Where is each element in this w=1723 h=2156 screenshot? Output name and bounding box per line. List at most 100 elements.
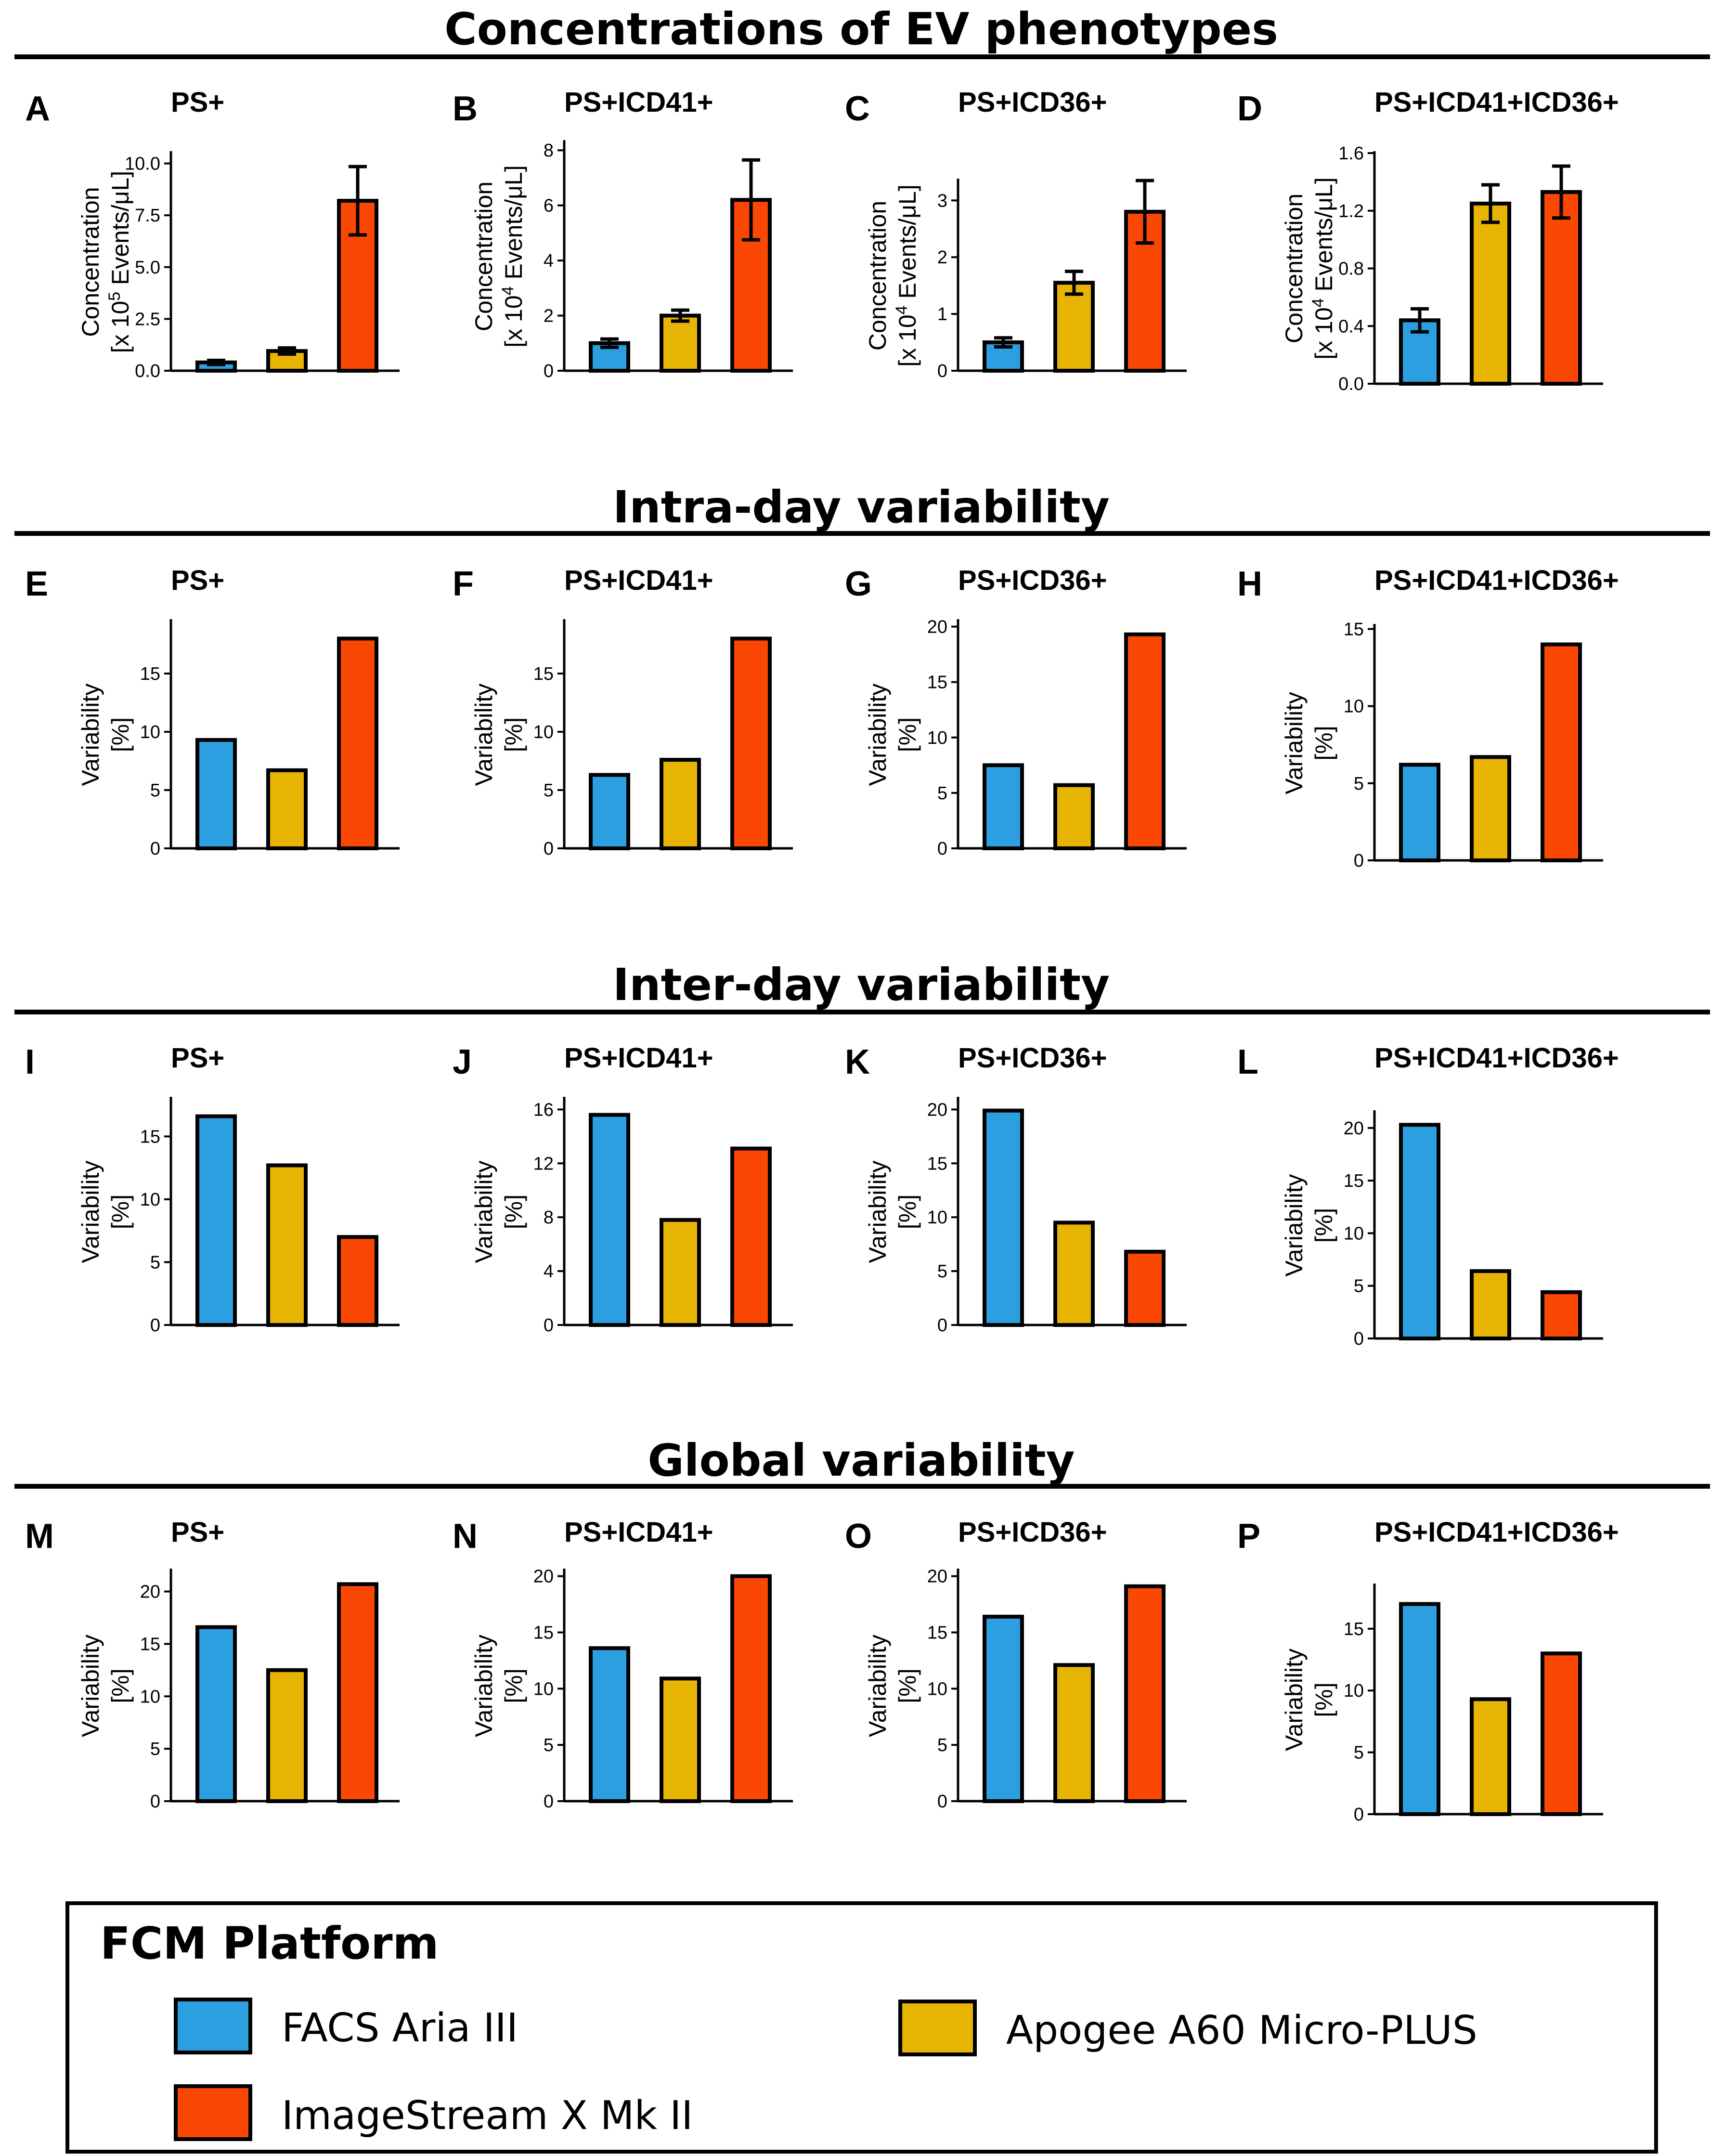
y-tick-label: 0 [937, 1315, 947, 1336]
y-axis-label: Variability [%] [77, 683, 134, 786]
y-tick-label: 0.8 [1338, 259, 1364, 279]
y-tick-label: 0.0 [1338, 374, 1364, 394]
bar-apogee-a60-micro-plus [266, 1163, 308, 1327]
y-tick-label: 6 [544, 196, 554, 216]
section-title-global: Global variability [648, 1435, 1075, 1486]
bar-facs-aria-iii [195, 1114, 237, 1327]
y-axis-label-line1: Variability [77, 1160, 104, 1263]
y-axis-label-line1: Variability [864, 1635, 891, 1737]
y-tick-label: 10 [533, 1679, 554, 1699]
y-axis-label: Variability [%] [77, 1160, 134, 1263]
panel-title: PS+ICD41+ [564, 1042, 713, 1074]
y-axis-label-exponent: 4 [499, 286, 517, 295]
y-tick-label: 5 [544, 1735, 554, 1755]
y-tick-label: 8 [544, 141, 554, 161]
y-tick-label: 20 [927, 1100, 947, 1120]
bar-apogee-a60-micro-plus [1470, 201, 1511, 386]
legend-label-imagestream: ImageStream X Mk II [282, 2093, 693, 2139]
panel-title: PS+ICD41+ICD36+ [1374, 1517, 1619, 1548]
y-axis-label-line2: [%] [500, 1668, 527, 1703]
chart-panel-n: N PS+ICD41+ 0 5 10 15 20 Variability [%] [453, 1517, 793, 1812]
y-tick-label: 20 [533, 1567, 554, 1587]
legend-swatch-apogee [898, 2000, 977, 2056]
y-axis-label-line1: Variability [470, 1635, 497, 1737]
y-tick-label: 10 [533, 722, 554, 742]
y-axis-label: Variability [%] [1281, 692, 1337, 794]
bar-apogee-a60-micro-plus [660, 313, 701, 373]
bar-apogee-a60-micro-plus [660, 1676, 701, 1804]
section-title-concentrations: Concentrations of EV phenotypes [444, 3, 1278, 55]
bar-apogee-a60-micro-plus [1053, 281, 1095, 373]
y-axis-label: Variability [%] [864, 683, 921, 786]
y-tick-label: 10 [927, 1679, 947, 1699]
y-tick-label: 8 [544, 1208, 554, 1228]
y-tick-label: 0 [1354, 1329, 1364, 1349]
bar-imagestream-x-mk-ii [337, 636, 378, 851]
y-tick-label: 0 [150, 1792, 160, 1812]
legend: FCM Platform FACS Aria III Apogee A60 Mi… [65, 1901, 1658, 2154]
y-tick-label: 5 [150, 780, 160, 801]
bar-facs-aria-iii [195, 1625, 237, 1804]
panel-letter: H [1237, 565, 1262, 603]
y-tick-label: 0 [544, 361, 554, 381]
section-title-inter-day: Inter-day variability [613, 959, 1110, 1011]
bar-apogee-a60-micro-plus [1470, 1269, 1511, 1340]
y-axis-label: Variability [%] [864, 1160, 921, 1263]
y-tick-label: 0 [150, 839, 160, 859]
panel-letter: P [1237, 1517, 1260, 1556]
y-axis-label-line1: Variability [864, 683, 891, 786]
y-tick-label: 15 [927, 673, 947, 693]
y-axis-label-line1: Variability [864, 1160, 891, 1263]
y-tick-label: 15 [533, 664, 554, 684]
y-tick-label: 5 [937, 783, 947, 804]
y-tick-label: 10 [140, 1687, 160, 1707]
y-axis-label-text: [x 10 [500, 295, 527, 347]
bar-apogee-a60-micro-plus [1053, 1221, 1095, 1327]
y-tick-label: 15 [1344, 619, 1364, 639]
y-axis-label-line1: Concentration [1281, 194, 1308, 343]
bar-imagestream-x-mk-ii [730, 1574, 772, 1803]
y-tick-label: 12 [533, 1154, 554, 1174]
y-tick-label: 10 [1344, 1223, 1364, 1244]
chart-panel-d: D PS+ICD41+ICD36+0.00.40.81.21.6Concentra… [1237, 87, 1619, 394]
panel-title: PS+ICD41+ [564, 1517, 713, 1548]
chart-panel-c: C PS+ICD36+ 0 1 2 3 Concentration [x 104 Events… [845, 87, 1187, 381]
y-tick-label: 5 [150, 1739, 160, 1759]
y-axis-label-exponent: 4 [1309, 298, 1327, 307]
y-tick-label: 15 [140, 1634, 160, 1654]
panel-letter: I [25, 1043, 35, 1081]
bar-apogee-a60-micro-plus [1053, 1663, 1095, 1804]
y-tick-label: 10 [927, 1208, 947, 1228]
legend-label-facs-aria: FACS Aria III [282, 2005, 518, 2051]
y-tick-label: 10 [140, 722, 160, 742]
panel-letter: L [1237, 1043, 1258, 1081]
panel-title: PS+ICD41+ICD36+ [1374, 87, 1619, 118]
chart-panel-p: P PS+ICD41+ICD36+ 0 5 10 15 Variability [%] [1237, 1517, 1619, 1825]
panel-letter: E [25, 565, 48, 603]
y-axis-label: Variability [%] [470, 1160, 527, 1263]
y-tick-label: 3 [937, 191, 947, 211]
y-tick-label: 4 [544, 1261, 554, 1282]
y-axis-label-line2: [%] [107, 1195, 134, 1229]
y-axis-label-line1: Variability [470, 683, 497, 786]
y-tick-label: 1 [937, 304, 947, 325]
y-tick-label: 0 [544, 839, 554, 859]
bar-facs-aria-iii [1399, 1123, 1440, 1341]
bar-facs-aria-iii [589, 773, 630, 850]
bar-facs-aria-iii [983, 763, 1024, 850]
panel-letter: D [1237, 90, 1262, 128]
panel-letter: K [845, 1043, 870, 1081]
y-axis-label-line1: Concentration [77, 187, 104, 337]
y-tick-label: 2.5 [135, 309, 160, 329]
panel-title: PS+ [171, 1517, 224, 1548]
bar-imagestream-x-mk-ii [1124, 632, 1166, 850]
y-tick-label: 4 [544, 251, 554, 271]
y-axis-label: Concentration [x 104 Events/μL] [1281, 177, 1337, 359]
bar-imagestream-x-mk-ii [1124, 1249, 1166, 1327]
bar-apogee-a60-micro-plus [660, 1218, 701, 1327]
panel-letter: G [845, 565, 872, 603]
y-axis-label-line2: [%] [894, 1195, 921, 1229]
y-axis-label-line2: [%] [107, 717, 134, 752]
